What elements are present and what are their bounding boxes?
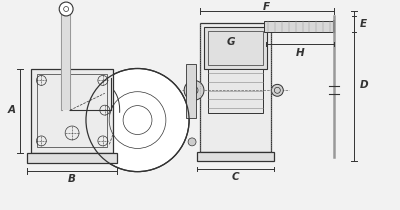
- Bar: [197, 152, 274, 161]
- Text: C: C: [232, 172, 240, 182]
- Text: A: A: [8, 105, 16, 115]
- Circle shape: [188, 138, 196, 146]
- Text: H: H: [296, 48, 304, 58]
- Circle shape: [271, 84, 283, 96]
- Circle shape: [184, 80, 204, 100]
- Circle shape: [86, 68, 189, 172]
- Bar: [208, 31, 264, 64]
- Text: B: B: [68, 174, 76, 184]
- Bar: [186, 64, 196, 118]
- Bar: [28, 153, 117, 163]
- Bar: [208, 68, 264, 113]
- Bar: [264, 21, 334, 32]
- Text: D: D: [359, 80, 368, 90]
- Circle shape: [59, 2, 73, 16]
- Bar: [37, 75, 107, 147]
- Bar: [32, 68, 113, 153]
- Text: G: G: [226, 37, 235, 47]
- Text: F: F: [263, 2, 270, 12]
- Bar: [62, 11, 70, 110]
- Bar: [200, 23, 271, 152]
- Bar: [204, 27, 268, 68]
- Text: E: E: [360, 19, 367, 29]
